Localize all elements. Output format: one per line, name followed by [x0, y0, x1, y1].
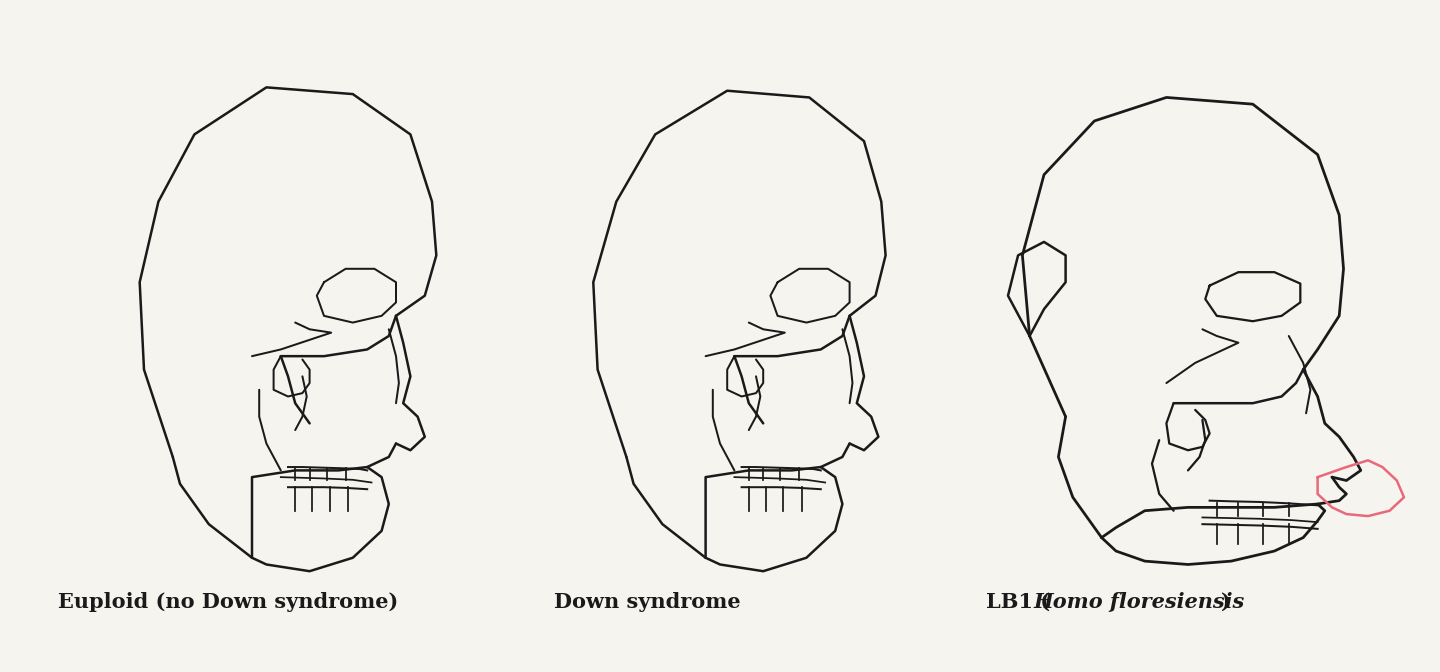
- Text: Euploid (no Down syndrome): Euploid (no Down syndrome): [58, 591, 397, 612]
- Text: Down syndrome: Down syndrome: [554, 591, 742, 612]
- Text: LB1 (: LB1 (: [986, 591, 1051, 612]
- Text: Homo floresiensis: Homo floresiensis: [1034, 591, 1246, 612]
- Text: ): ): [1221, 591, 1231, 612]
